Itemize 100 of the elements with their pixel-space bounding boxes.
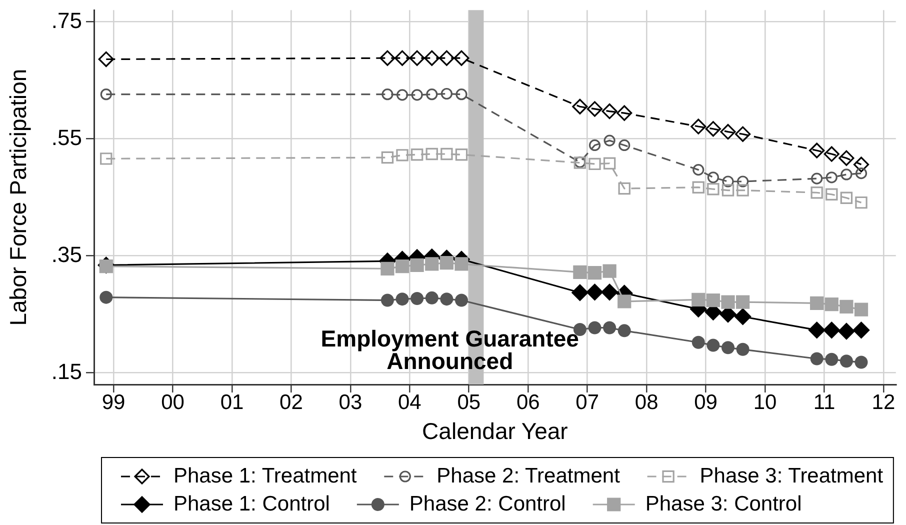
- point: [692, 181, 704, 194]
- point: [808, 322, 826, 338]
- x-tick-label: 09: [694, 390, 718, 414]
- point: [100, 290, 113, 304]
- x-tick-label: 11: [813, 390, 836, 414]
- point: [454, 257, 468, 271]
- x-tick-label: 00: [161, 390, 184, 414]
- point: [410, 292, 424, 306]
- point: [824, 146, 840, 162]
- y-tick-label: .75: [51, 8, 82, 33]
- x-tick-label: 12: [872, 390, 896, 414]
- point: [426, 148, 438, 160]
- legend-label: Phase 3: Treatment: [700, 464, 884, 488]
- point: [572, 98, 588, 114]
- point: [572, 284, 588, 301]
- point: [722, 184, 734, 196]
- point: [692, 292, 706, 306]
- point: [855, 168, 868, 180]
- point: [618, 324, 631, 338]
- point: [411, 89, 423, 101]
- point: [440, 88, 452, 100]
- point: [588, 158, 601, 170]
- point: [838, 322, 855, 340]
- point: [618, 139, 630, 152]
- point: [601, 284, 618, 300]
- point: [824, 298, 838, 312]
- point: [602, 264, 616, 278]
- point: [826, 172, 838, 184]
- point: [840, 168, 852, 180]
- point: [396, 292, 409, 306]
- point: [840, 192, 853, 204]
- point: [573, 265, 587, 279]
- point: [707, 172, 719, 184]
- point: [722, 176, 734, 188]
- x-tick-label: 01: [220, 390, 244, 414]
- point: [840, 354, 853, 368]
- point: [100, 152, 112, 165]
- point: [854, 302, 868, 316]
- point: [811, 172, 823, 184]
- point: [810, 296, 824, 310]
- point: [586, 284, 604, 300]
- y-tick-label: .15: [51, 358, 82, 384]
- x-tick-label: 99: [102, 390, 126, 414]
- point: [854, 356, 868, 369]
- point: [853, 156, 870, 172]
- point: [603, 321, 616, 334]
- band-label: Employment Guarantee Announced: [320, 326, 579, 374]
- point: [440, 256, 454, 270]
- point: [100, 88, 112, 100]
- point: [394, 50, 410, 66]
- legend-label: Phase 1: Control: [174, 492, 330, 516]
- point: [722, 341, 734, 354]
- point: [382, 88, 394, 100]
- point: [98, 51, 114, 68]
- point: [425, 257, 439, 271]
- x-tick-label: 08: [634, 390, 658, 414]
- point: [455, 148, 468, 161]
- y-axis-title: Labor Force Participation: [5, 68, 32, 326]
- point: [737, 176, 749, 188]
- x-tick-label: 10: [753, 390, 777, 414]
- point: [707, 183, 720, 196]
- x-tick-label: 05: [457, 390, 481, 414]
- point: [426, 88, 438, 100]
- point: [618, 182, 630, 195]
- point: [736, 342, 750, 356]
- point: [720, 124, 736, 140]
- point: [616, 105, 632, 121]
- point: [736, 184, 749, 196]
- x-tick-label: 04: [398, 390, 422, 414]
- point: [735, 126, 751, 142]
- point: [588, 139, 601, 152]
- point: [454, 50, 470, 66]
- y-tick-label: .35: [51, 242, 82, 267]
- point: [840, 300, 854, 314]
- point: [425, 291, 438, 304]
- point: [380, 262, 394, 276]
- point: [618, 294, 632, 308]
- point: [823, 322, 840, 338]
- point: [603, 157, 616, 170]
- legend-label: Phase 2: Control: [409, 492, 566, 516]
- x-axis-title: Calendar Year: [422, 418, 568, 444]
- point: [396, 149, 408, 162]
- point: [602, 104, 618, 120]
- point: [456, 88, 468, 100]
- legend-label: Phase 1: Treatment: [174, 464, 357, 488]
- point: [586, 101, 603, 117]
- point: [454, 294, 468, 307]
- point: [706, 293, 720, 308]
- x-tick-label: 06: [516, 390, 540, 414]
- point: [721, 295, 735, 309]
- legend-label: Phase 3: Control: [645, 492, 802, 516]
- point: [588, 266, 602, 280]
- point: [852, 322, 870, 338]
- x-tick-label: 02: [280, 390, 303, 414]
- y-tick-label: .55: [51, 124, 82, 150]
- point: [395, 260, 410, 274]
- point: [438, 50, 454, 66]
- point: [424, 50, 440, 66]
- point: [440, 148, 453, 160]
- x-tick-label: 07: [576, 390, 600, 414]
